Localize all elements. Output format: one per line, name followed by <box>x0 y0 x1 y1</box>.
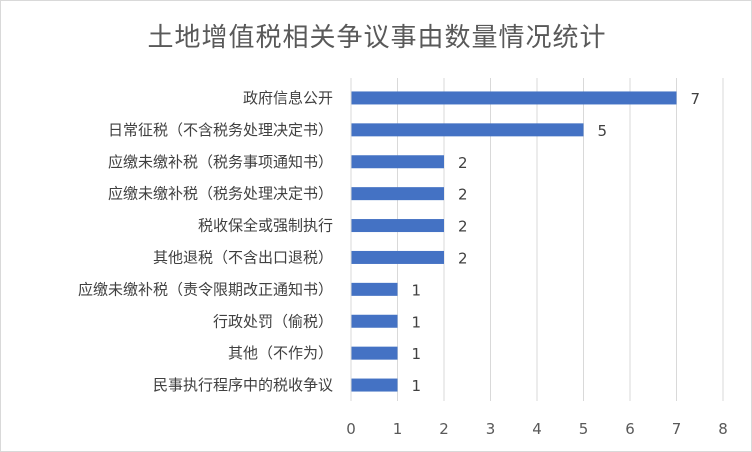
x-tick-label-2: 2 <box>439 420 449 438</box>
data-label-5: 2 <box>458 249 468 267</box>
x-tick-label-7: 7 <box>672 420 682 438</box>
bar-1 <box>351 123 584 137</box>
data-label-1: 5 <box>598 122 608 140</box>
bar-2 <box>351 155 444 169</box>
category-label-8: 其他（不作为） <box>228 344 333 362</box>
data-label-8: 1 <box>412 345 422 363</box>
x-tick-label-0: 0 <box>346 420 356 438</box>
category-label-1: 日常征税（不含税务处理决定书） <box>108 121 333 139</box>
bar-9 <box>351 378 398 392</box>
x-tick-label-1: 1 <box>393 420 403 438</box>
data-label-7: 1 <box>412 313 422 331</box>
x-tick-label-8: 8 <box>718 420 728 438</box>
category-label-9: 民事执行程序中的税收争议 <box>153 376 333 394</box>
category-label-0: 政府信息公开 <box>243 89 333 107</box>
bar-6 <box>351 282 398 296</box>
x-tick-label-3: 3 <box>486 420 496 438</box>
data-label-3: 2 <box>458 186 468 204</box>
data-label-2: 2 <box>458 154 468 172</box>
category-label-3: 应缴未缴补税（税务处理决定书） <box>108 185 333 203</box>
x-tick-label-4: 4 <box>532 420 542 438</box>
data-label-6: 1 <box>412 281 422 299</box>
bar-7 <box>351 314 398 328</box>
bar-4 <box>351 219 444 233</box>
category-label-6: 应缴未缴补税（责令限期改正通知书） <box>78 280 333 298</box>
data-label-0: 7 <box>691 90 701 108</box>
data-label-9: 1 <box>412 377 422 395</box>
category-label-4: 税收保全或强制执行 <box>198 217 333 235</box>
bar-3 <box>351 187 444 201</box>
bar-5 <box>351 250 444 264</box>
category-label-7: 行政处罚（偷税） <box>213 312 333 330</box>
x-tick-label-6: 6 <box>625 420 635 438</box>
data-label-4: 2 <box>458 218 468 236</box>
category-label-2: 应缴未缴补税（税务事项通知书） <box>108 153 333 171</box>
bar-0 <box>351 91 677 105</box>
bar-8 <box>351 346 398 360</box>
category-label-5: 其他退税（不含出口退税） <box>153 248 333 266</box>
chart-title: 土地增值税相关争议事由数量情况统计 <box>147 23 607 53</box>
x-tick-label-5: 5 <box>579 420 589 438</box>
